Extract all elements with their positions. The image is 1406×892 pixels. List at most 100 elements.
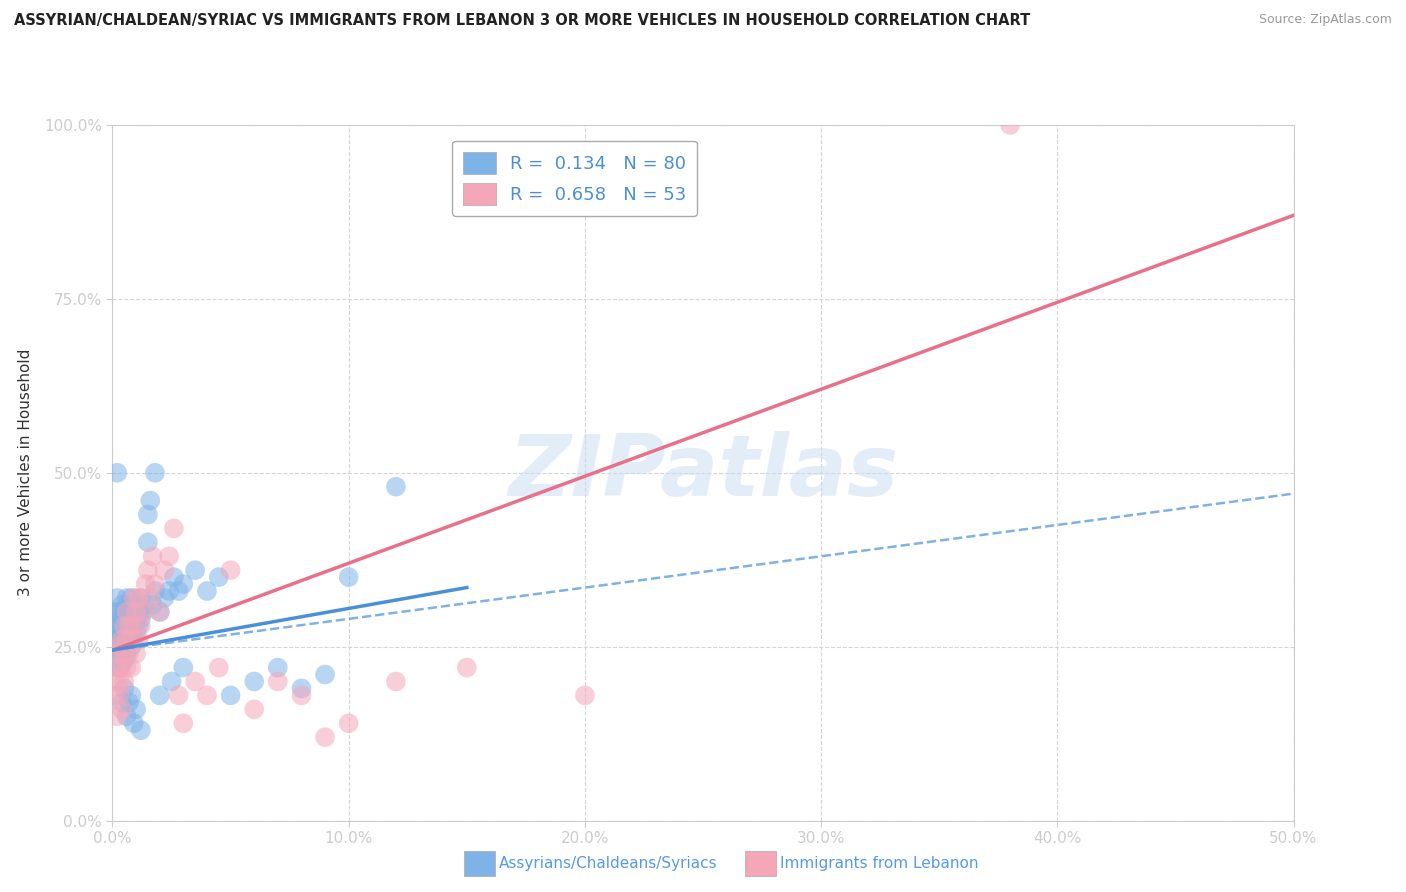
Point <box>118 647 141 661</box>
Point <box>115 709 138 723</box>
Point <box>108 640 131 654</box>
Point <box>105 612 128 626</box>
Point <box>574 689 596 703</box>
Point <box>456 660 478 674</box>
Point <box>112 647 135 661</box>
Point <box>998 118 1021 132</box>
Point <box>243 702 266 716</box>
Point <box>136 535 159 549</box>
Point <box>127 632 149 647</box>
Point <box>104 632 127 647</box>
Point <box>111 654 134 668</box>
Point <box>142 549 165 564</box>
Point <box>125 702 148 716</box>
Point <box>172 577 194 591</box>
Point <box>112 605 135 619</box>
Point <box>149 605 172 619</box>
Point <box>120 640 142 654</box>
Point <box>104 605 127 619</box>
Point <box>290 689 312 703</box>
Point <box>104 689 127 703</box>
Point <box>172 716 194 731</box>
Point <box>157 584 180 599</box>
Point <box>105 640 128 654</box>
Point <box>125 647 148 661</box>
Point <box>385 480 408 494</box>
Point <box>143 584 166 599</box>
Point <box>127 619 149 633</box>
Point <box>129 619 152 633</box>
Point <box>115 605 138 619</box>
Point <box>111 695 134 709</box>
Point <box>135 598 157 612</box>
Text: ASSYRIAN/CHALDEAN/SYRIAC VS IMMIGRANTS FROM LEBANON 3 OR MORE VEHICLES IN HOUSEH: ASSYRIAN/CHALDEAN/SYRIAC VS IMMIGRANTS F… <box>14 13 1031 29</box>
Point <box>314 730 336 744</box>
Point <box>129 723 152 738</box>
Point <box>127 605 149 619</box>
Point <box>108 619 131 633</box>
Point <box>163 570 186 584</box>
Point <box>314 667 336 681</box>
Point <box>172 660 194 674</box>
Point <box>105 647 128 661</box>
Point <box>143 577 166 591</box>
Point <box>115 625 138 640</box>
Point <box>129 612 152 626</box>
Point <box>115 632 138 647</box>
Point <box>111 612 134 626</box>
Point <box>112 654 135 668</box>
Point <box>115 647 138 661</box>
Legend: R =  0.134   N = 80, R =  0.658   N = 53: R = 0.134 N = 80, R = 0.658 N = 53 <box>453 141 697 216</box>
Point <box>125 625 148 640</box>
Point <box>153 563 176 577</box>
Point <box>122 632 145 647</box>
Point <box>112 619 135 633</box>
Point <box>142 598 165 612</box>
Point <box>163 521 186 535</box>
Point <box>267 660 290 674</box>
Point <box>267 674 290 689</box>
Point <box>122 591 145 605</box>
Point <box>108 647 131 661</box>
Point <box>120 689 142 703</box>
Point <box>136 563 159 577</box>
Text: ZIPatlas: ZIPatlas <box>508 431 898 515</box>
Point <box>118 632 141 647</box>
Point <box>115 612 138 626</box>
Point <box>118 695 141 709</box>
Point <box>139 591 162 605</box>
Point <box>115 591 138 605</box>
Point <box>111 702 134 716</box>
Point <box>167 689 190 703</box>
Point <box>112 681 135 696</box>
Text: Source: ZipAtlas.com: Source: ZipAtlas.com <box>1258 13 1392 27</box>
Point <box>120 612 142 626</box>
Point <box>105 709 128 723</box>
Point <box>105 647 128 661</box>
Point <box>129 591 152 605</box>
Point <box>108 689 131 703</box>
Point <box>132 605 155 619</box>
Point <box>105 466 128 480</box>
Point <box>125 605 148 619</box>
Point <box>111 598 134 612</box>
Point <box>105 660 128 674</box>
Point <box>184 674 207 689</box>
Point <box>105 625 128 640</box>
Point <box>112 619 135 633</box>
Point <box>115 660 138 674</box>
Point <box>219 563 242 577</box>
Point <box>337 716 360 731</box>
Point <box>208 570 231 584</box>
Point <box>111 660 134 674</box>
Point <box>111 625 134 640</box>
Point <box>125 598 148 612</box>
Point <box>120 625 142 640</box>
Point <box>135 577 157 591</box>
Point <box>157 549 180 564</box>
Text: Immigrants from Lebanon: Immigrants from Lebanon <box>780 856 979 871</box>
Point <box>243 674 266 689</box>
Point <box>184 563 207 577</box>
Point <box>118 598 141 612</box>
Point <box>337 570 360 584</box>
